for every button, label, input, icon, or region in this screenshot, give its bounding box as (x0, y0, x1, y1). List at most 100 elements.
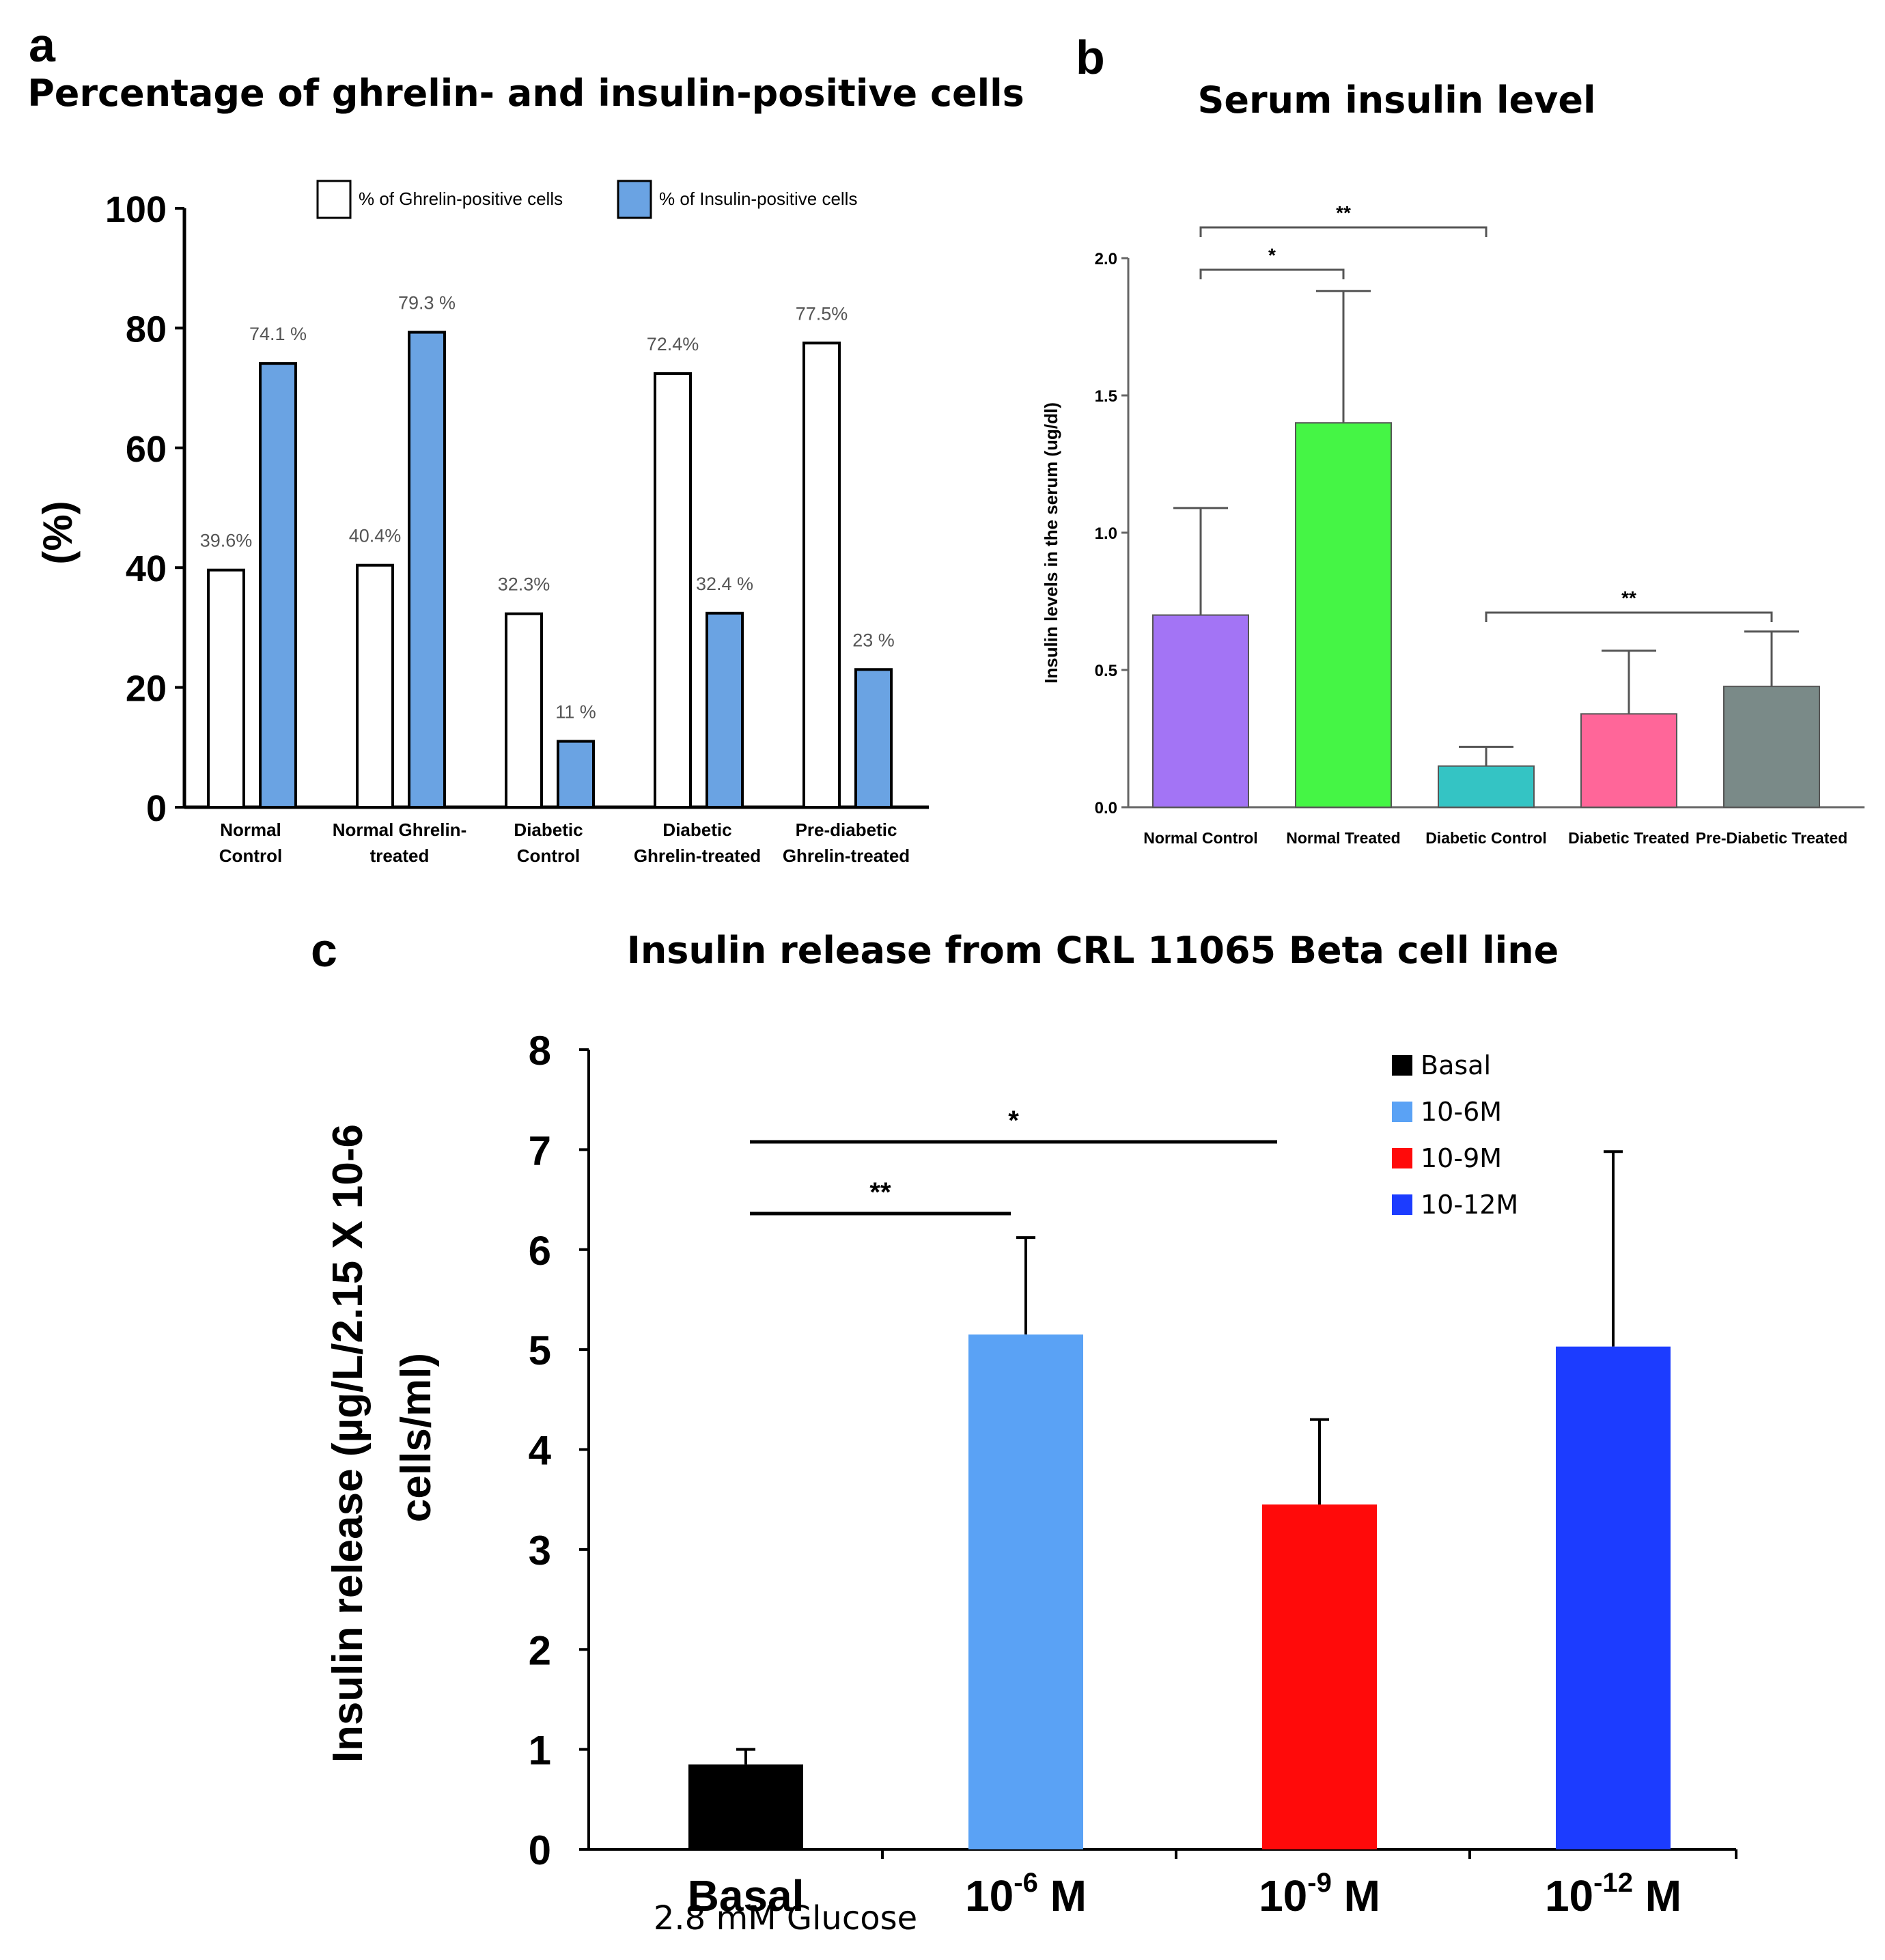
panel-a-data-label: 11 % (555, 702, 596, 723)
panel-c-x-tick-exponent: -12 (1593, 1868, 1633, 1898)
panel-c-y-tick-label: 0 (529, 1828, 551, 1873)
panel-a-legend: % of Ghrelin-positive cells % of Insulin… (316, 180, 857, 219)
panel-b-significance-marker: * (1268, 244, 1276, 266)
panel-b-chart: Insulin levels in the serum (ug/dl) 0.0 0… (1041, 202, 1865, 847)
panel-b-significance-marker: ** (1336, 202, 1351, 223)
panel-b-y-tick-label: 0.5 (1095, 662, 1117, 680)
panel-b-significance-bracket (1485, 611, 1773, 622)
panel-a-x-tick-label: Ghrelin-treated (634, 845, 761, 866)
panel-b-x-tick-label: Normal Treated (1286, 829, 1400, 847)
panel-b-x-tick-label: Pre-Diabetic Treated (1696, 829, 1847, 847)
panel-c-y-tick-label: 2 (529, 1627, 551, 1673)
panel-a-x-tick-label: Pre-diabetic (796, 820, 897, 840)
panel-a-data-label: 23 % (852, 630, 895, 650)
panel-a-bar (802, 341, 841, 809)
panel-a-bar (259, 362, 297, 809)
panel-c-legend-swatch (1392, 1194, 1412, 1215)
panel-c-y-label-line2: cells/ml) (393, 1353, 440, 1522)
panel-label-a: a (29, 18, 56, 72)
panel-a-data-label: 79.3 % (398, 293, 456, 313)
panel-b-bar (1438, 765, 1535, 808)
panel-a-y-tick-label: 80 (126, 309, 167, 350)
legend-swatch-insulin (617, 180, 652, 219)
panel-b-y-tick-label: 0.0 (1095, 799, 1117, 817)
panel-c-x-tick-base: Basal (688, 1871, 805, 1920)
panel-a-data-label: 74.1 % (249, 324, 307, 344)
panel-c-y-tick-label: 3 (529, 1528, 551, 1573)
panel-b-x-tick-label: Diabetic Treated (1568, 829, 1690, 847)
panel-b-x-tick-label: Diabetic Control (1425, 829, 1547, 847)
panel-c-bar (1262, 1504, 1377, 1849)
panel-b-y-label: Insulin levels in the serum (ug/dl) (1041, 402, 1061, 684)
panel-a-data-label: 77.5% (796, 303, 848, 324)
panel-c-legend-label: Basal (1421, 1050, 1491, 1080)
panel-c-y-tick-label: 4 (529, 1428, 552, 1474)
panel-b-bar (1295, 422, 1392, 808)
panel-a-data-label: 72.4% (647, 334, 699, 354)
panel-a-bar (505, 612, 543, 809)
panel-a-x-tick-label: Diabetic (662, 820, 731, 840)
panel-c-legend-swatch (1392, 1102, 1412, 1122)
panel-c-x-tick-unit: M (1038, 1871, 1087, 1920)
panel-a-y-tick-label: 0 (146, 788, 167, 829)
panel-c-x-tick-unit: M (1332, 1871, 1380, 1920)
panel-a-bar (557, 740, 595, 809)
panel-c-x-tick-label: Basal (688, 1871, 805, 1920)
panel-c-subcaption: 2.8 mM Glucose (654, 1899, 917, 1937)
panel-c-legend-label: 10-6M (1421, 1097, 1502, 1127)
panel-b-x-tick-label: Normal Control (1143, 829, 1257, 847)
panel-c-bar (1556, 1346, 1671, 1849)
panel-b-y-tick-label: 1.5 (1095, 387, 1117, 406)
panel-b-bar (1723, 686, 1820, 808)
legend-label-insulin: % of Insulin-positive cells (659, 188, 857, 209)
panel-a-x-tick-label: Control (517, 845, 580, 866)
panel-c-legend-label: 10-9M (1421, 1143, 1502, 1173)
panel-a-data-label: 32.3% (498, 574, 550, 595)
panel-a-bar (408, 331, 446, 809)
panel-c-y-tick-label: 6 (529, 1228, 551, 1274)
panel-a-title: Percentage of ghrelin- and insulin-posit… (27, 72, 1024, 115)
panel-label-b: b (1076, 31, 1105, 84)
panel-c-y-label-line1: Insulin release (µg/L/2.15 X 10-6 (324, 1124, 372, 1763)
panel-c-legend-swatch (1392, 1055, 1412, 1076)
panel-c-x-tick-unit: M (1633, 1871, 1681, 1920)
panel-c-y-tick-label: 5 (529, 1328, 551, 1373)
panel-c-y-tick-label: 7 (529, 1128, 551, 1173)
panel-c-significance-marker: * (1008, 1106, 1019, 1136)
panel-a-data-label: 40.4% (349, 526, 402, 546)
panel-b-bar (1152, 614, 1249, 808)
panel-a-data-label: 39.6% (200, 531, 253, 551)
panel-a-chart: % of Ghrelin-positive cells % of Insulin… (35, 180, 929, 866)
panel-a-y-tick-label: 40 (126, 548, 167, 589)
panel-c-x-tick-base: 10 (965, 1871, 1014, 1920)
panel-c-title: Insulin release from CRL 11065 Beta cell… (627, 929, 1559, 972)
legend-swatch-ghrelin (316, 180, 352, 219)
panel-a-bar (207, 568, 245, 809)
panel-a-y-tick-label: 60 (126, 429, 167, 470)
panel-b-bar (1580, 713, 1677, 808)
panel-c-y-tick-label: 8 (529, 1028, 551, 1074)
panel-b-title: Serum insulin level (1198, 79, 1596, 122)
panel-a-data-label: 32.4 % (696, 574, 753, 594)
panel-c-x-tick-base: 10 (1259, 1871, 1307, 1920)
panel-c-significance-marker: ** (869, 1177, 891, 1207)
panel-c-x-tick-exponent: -9 (1307, 1868, 1332, 1898)
panel-a-y-tick-label: 20 (126, 669, 167, 710)
panel-c-x-tick-label: 10-9 M (1259, 1868, 1380, 1920)
panel-a-x-tick-label: Normal (220, 820, 281, 840)
panel-a-y-label: (%) (35, 501, 81, 564)
panel-c-x-tick-exponent: -6 (1014, 1868, 1038, 1898)
panel-c-y-label: Insulin release (µg/L/2.15 X 10-6 cells/… (324, 1112, 440, 1763)
panel-b-significance-bracket (1199, 226, 1488, 237)
panel-a-bar (854, 668, 893, 809)
panel-c-x-tick-label: 10-12 M (1545, 1868, 1681, 1920)
panel-a-bar (356, 563, 394, 809)
panel-c-legend-label: 10-12M (1421, 1190, 1518, 1220)
panel-c-bar (968, 1334, 1083, 1849)
panel-b-y-tick-label: 1.0 (1095, 524, 1117, 543)
panel-b-y-tick-label: 2.0 (1095, 250, 1117, 268)
legend-label-ghrelin: % of Ghrelin-positive cells (359, 188, 563, 209)
panel-c-chart: Insulin release (µg/L/2.15 X 10-6 cells/… (324, 1028, 1737, 1937)
panel-a-x-tick-label: Control (219, 845, 282, 866)
